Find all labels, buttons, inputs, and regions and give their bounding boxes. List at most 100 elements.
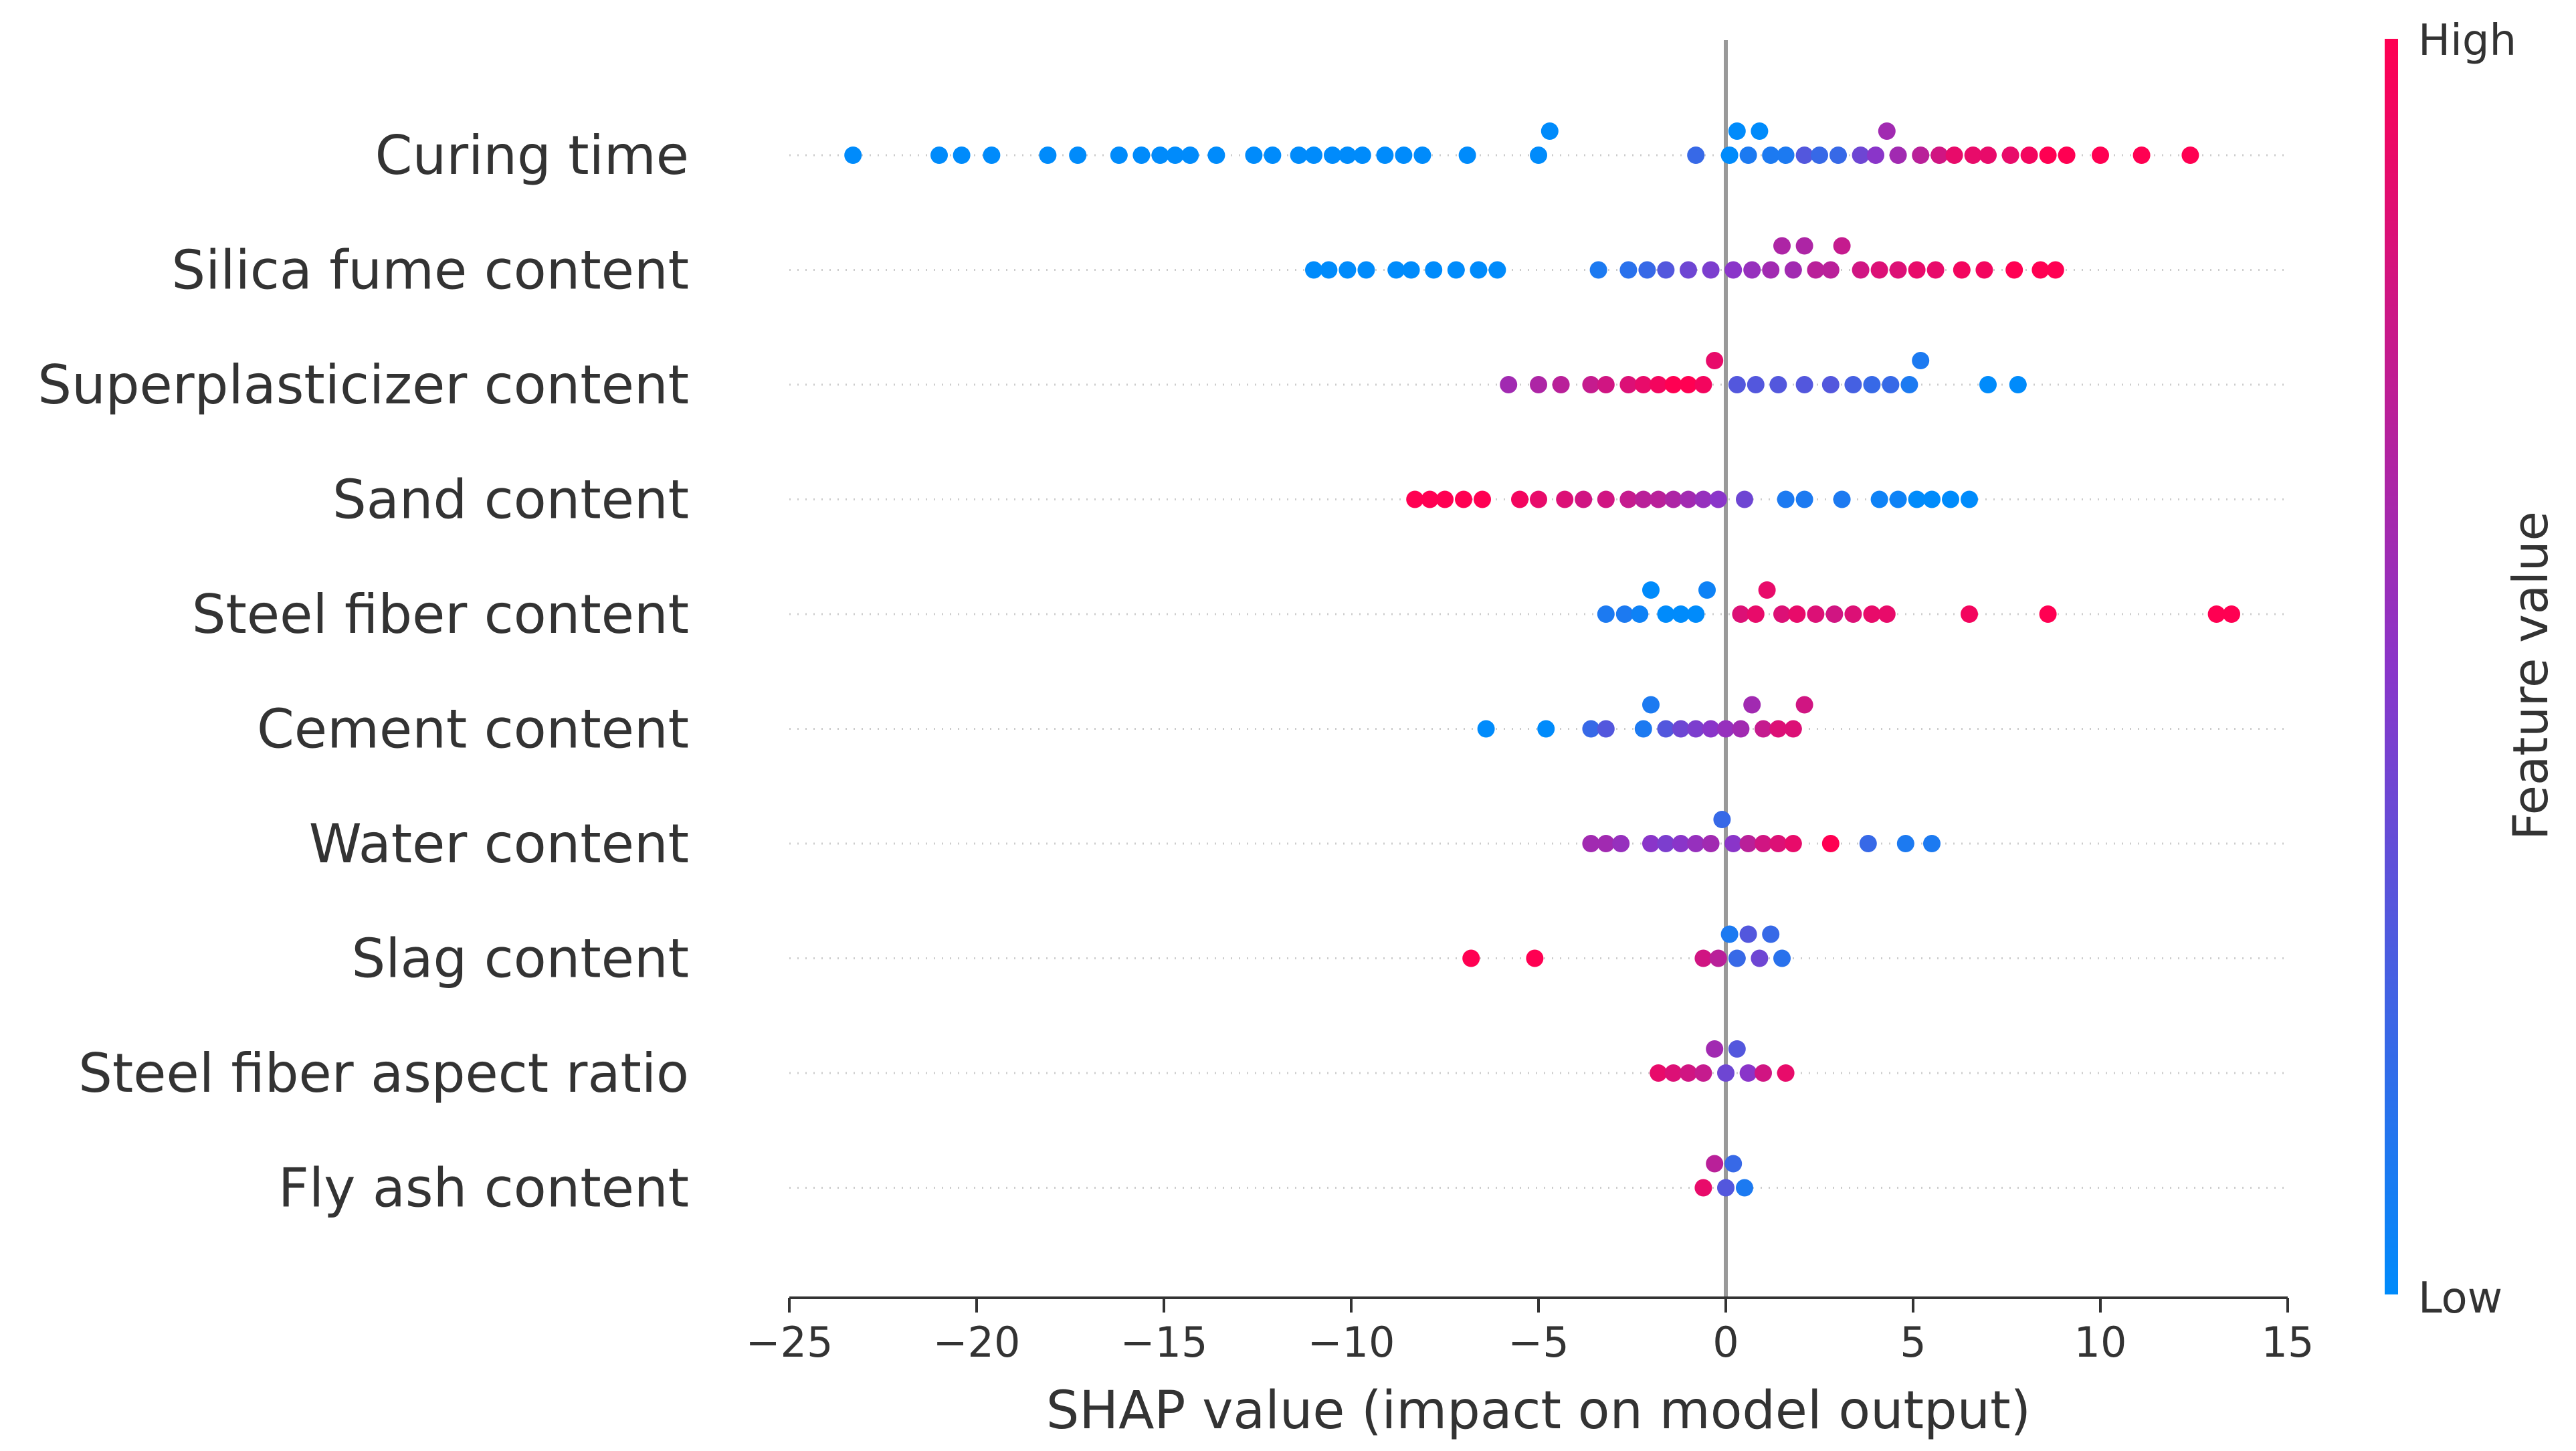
shap-point	[1530, 490, 1547, 508]
x-tick-label: −5	[1508, 1318, 1569, 1367]
colorbar-high-label: High	[2418, 16, 2516, 66]
shap-point	[1717, 720, 1735, 738]
shap-point	[1305, 261, 1322, 279]
shap-point	[1582, 720, 1600, 738]
shap-point	[1870, 261, 1888, 279]
shap-point	[1964, 147, 1982, 164]
shap-point	[1739, 925, 1757, 943]
shap-point	[1597, 605, 1615, 623]
shap-point	[1709, 949, 1727, 967]
shap-point	[1777, 490, 1795, 508]
shap-point	[1634, 376, 1652, 393]
shap-point	[1751, 949, 1769, 967]
shap-point	[1867, 147, 1884, 164]
shap-point	[1694, 490, 1712, 508]
shap-point	[1657, 835, 1675, 852]
shap-point	[1039, 147, 1057, 164]
x-tick-label: −10	[1308, 1318, 1395, 1367]
shap-point	[1923, 490, 1941, 508]
shap-point	[1878, 605, 1896, 623]
shap-point	[1773, 949, 1791, 967]
shap-point	[1743, 261, 1761, 279]
shap-point	[1900, 376, 1918, 393]
shap-point	[1773, 605, 1791, 623]
shap-point	[1687, 720, 1705, 738]
shap-point	[1755, 835, 1772, 852]
shap-point	[1575, 490, 1593, 508]
shap-point	[1717, 1064, 1735, 1082]
shap-point	[1458, 147, 1476, 164]
shap-point	[1500, 376, 1518, 393]
shap-point	[1694, 949, 1712, 967]
shap-point	[1961, 605, 1978, 623]
shap-point	[1777, 1064, 1795, 1082]
shap-point	[2032, 261, 2050, 279]
shap-point	[1889, 261, 1907, 279]
shap-point	[1728, 949, 1746, 967]
shap-point	[1777, 147, 1795, 164]
shap-point	[1953, 261, 1971, 279]
shap-point	[1762, 261, 1780, 279]
shap-point	[1724, 835, 1743, 852]
shap-point	[1702, 720, 1720, 738]
shap-point	[1736, 490, 1753, 508]
colorbar-title: Feature value	[2502, 511, 2559, 840]
shap-point	[1821, 835, 1840, 852]
shap-point	[1706, 1040, 1724, 1058]
shap-points	[844, 122, 2240, 1197]
shap-point	[1664, 376, 1682, 393]
shap-point	[1728, 122, 1746, 140]
shap-point	[1844, 376, 1862, 393]
shap-point	[1324, 147, 1341, 164]
shap-point	[1657, 261, 1675, 279]
shap-point	[1706, 352, 1724, 369]
colorbar-low-label: Low	[2418, 1274, 2502, 1323]
feature-label: Curing time	[375, 124, 689, 187]
shap-point	[1395, 147, 1413, 164]
shap-point	[1942, 490, 1959, 508]
shap-point	[1762, 925, 1780, 943]
colorbar	[2385, 39, 2398, 1294]
shap-point	[1769, 376, 1787, 393]
shap-point	[1736, 1179, 1753, 1197]
feature-label: Steel fiber content	[192, 583, 689, 646]
shap-point	[1709, 490, 1727, 508]
shap-point	[1878, 122, 1896, 140]
shap-point	[1882, 376, 1900, 393]
shap-point	[1728, 376, 1746, 393]
shap-point	[1732, 720, 1750, 738]
shap-point	[1597, 720, 1615, 738]
shap-point	[2005, 261, 2023, 279]
shap-point	[1795, 490, 1813, 508]
shap-point	[1672, 720, 1690, 738]
shap-point	[1642, 581, 1660, 599]
shap-point	[1425, 261, 1443, 279]
shap-point	[1619, 376, 1638, 393]
shap-point	[1245, 147, 1263, 164]
shap-point	[1811, 147, 1828, 164]
shap-point	[1912, 147, 1930, 164]
shap-point	[1650, 1064, 1668, 1082]
feature-label: Steel fiber aspect ratio	[78, 1042, 689, 1104]
x-tick-label: 15	[2262, 1318, 2314, 1367]
shap-point	[1769, 835, 1787, 852]
shap-point	[1537, 720, 1555, 738]
shap-point	[1833, 237, 1851, 255]
shap-point	[1717, 1179, 1735, 1197]
shap-point	[1597, 376, 1615, 393]
shap-point	[1657, 720, 1675, 738]
shap-point	[1436, 490, 1454, 508]
shap-point	[1680, 376, 1697, 393]
shap-point	[1758, 581, 1776, 599]
shap-point	[1844, 605, 1862, 623]
shap-point	[1634, 720, 1652, 738]
shap-point	[1474, 490, 1491, 508]
shap-point	[1069, 147, 1087, 164]
shap-point	[1739, 1064, 1757, 1082]
shap-point	[2046, 261, 2064, 279]
shap-point	[1889, 490, 1907, 508]
shap-point	[1642, 835, 1660, 852]
shap-point	[1728, 1040, 1746, 1058]
shap-point	[1619, 490, 1638, 508]
shap-point	[1807, 261, 1825, 279]
